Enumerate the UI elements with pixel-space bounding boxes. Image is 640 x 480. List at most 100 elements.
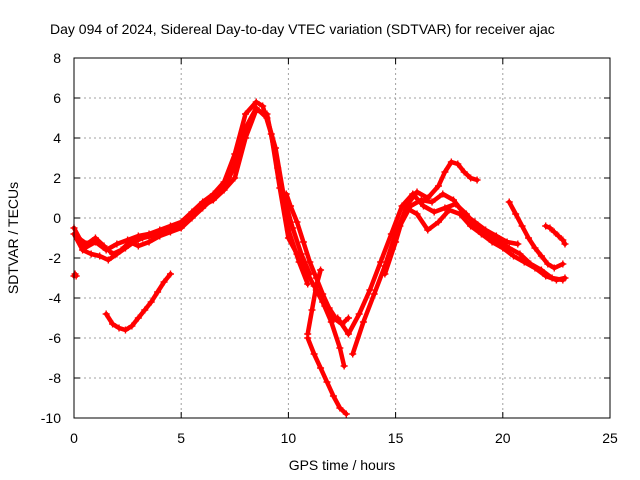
data-point: [473, 176, 481, 184]
data-point: [156, 228, 164, 236]
data-point: [492, 232, 500, 240]
data-point: [304, 330, 312, 338]
data-point: [550, 264, 558, 272]
series-trace: [305, 267, 323, 337]
data-point: [113, 240, 121, 248]
data-point: [104, 256, 112, 264]
data-point: [323, 378, 331, 386]
x-tick-label: 0: [70, 430, 78, 446]
data-point: [154, 288, 162, 296]
data-point: [460, 168, 468, 176]
series-arc-e: [304, 334, 350, 418]
data-point: [518, 222, 526, 230]
data-point: [531, 244, 539, 252]
x-tick-label: 15: [388, 430, 404, 446]
data-point: [293, 218, 301, 226]
series-arc-i: [349, 204, 569, 358]
data-point: [115, 324, 123, 332]
data-point: [413, 210, 421, 218]
plot-frame: [73, 57, 611, 419]
x-tick-label: 5: [177, 430, 185, 446]
data-point: [454, 160, 462, 168]
series-trace: [350, 205, 568, 357]
data-point: [220, 186, 228, 194]
y-tick-label: 8: [53, 50, 61, 66]
data-point: [139, 234, 147, 242]
data-point: [96, 252, 104, 260]
data-point: [334, 314, 342, 322]
data-point: [428, 198, 436, 206]
data-point: [503, 238, 511, 246]
data-point: [252, 106, 260, 114]
x-tick-label: 25: [602, 430, 618, 446]
data-point: [284, 226, 292, 234]
data-point: [559, 236, 567, 244]
data-point: [559, 260, 567, 268]
data-point: [430, 208, 438, 216]
chart-title: Day 094 of 2024, Sidereal Day-to-day VTE…: [50, 21, 555, 37]
y-tick-label: 2: [53, 170, 61, 186]
series-trace: [335, 191, 566, 337]
data-point: [447, 158, 455, 166]
data-point: [147, 298, 155, 306]
data-point: [297, 250, 305, 258]
data-point: [516, 250, 524, 258]
data-point: [121, 326, 129, 334]
data-point: [329, 392, 337, 400]
data-point: [336, 344, 344, 352]
data-point: [370, 290, 378, 298]
x-tick-label: 20: [495, 430, 511, 446]
series-arc-b: [74, 104, 314, 278]
data-point: [449, 196, 457, 204]
data-point: [188, 210, 196, 218]
series-trace: [397, 191, 521, 247]
series-arc-g: [304, 266, 325, 338]
data-point: [349, 350, 357, 358]
data-point: [548, 274, 556, 282]
data-point: [537, 252, 545, 260]
data-point: [413, 188, 421, 196]
data-point: [355, 310, 363, 318]
data-point: [417, 196, 425, 204]
data-point: [177, 220, 185, 228]
data-point: [83, 240, 91, 248]
data-point: [134, 242, 142, 250]
data-point: [145, 238, 153, 246]
series-arc-n: [542, 222, 569, 248]
y-tick-label: -2: [49, 250, 62, 266]
data-point: [392, 238, 400, 246]
data-point: [263, 110, 271, 118]
data-point: [287, 202, 295, 210]
data-point: [424, 226, 432, 234]
data-point: [544, 260, 552, 268]
series-trace: [382, 159, 480, 277]
data-point: [141, 306, 149, 314]
series-arc-c: [70, 106, 312, 288]
data-point: [542, 222, 550, 230]
data-point: [102, 310, 110, 318]
data-point: [166, 270, 174, 278]
data-point: [299, 238, 307, 246]
series-arc-a: [70, 98, 348, 370]
data-point: [546, 224, 554, 232]
data-point: [231, 174, 239, 182]
data-point: [407, 202, 415, 210]
data-point: [289, 224, 297, 232]
y-tick-label: 0: [53, 210, 61, 226]
data-point: [79, 246, 87, 254]
data-point: [344, 330, 352, 338]
data-point: [377, 258, 385, 266]
data-point: [128, 322, 136, 330]
data-point: [510, 252, 518, 260]
data-point: [342, 410, 350, 418]
series-layer: [70, 98, 569, 418]
ticks-layer: 0 5 10 15 20 25 -10 -8 -6 -4 -2 0 2 4 6 8: [41, 50, 618, 446]
data-point: [434, 182, 442, 190]
data-point: [306, 258, 314, 266]
data-point: [559, 276, 567, 284]
data-point: [441, 168, 449, 176]
data-point: [387, 230, 395, 238]
data-point: [512, 210, 520, 218]
data-point: [344, 314, 352, 322]
series-arc-l: [396, 190, 522, 248]
